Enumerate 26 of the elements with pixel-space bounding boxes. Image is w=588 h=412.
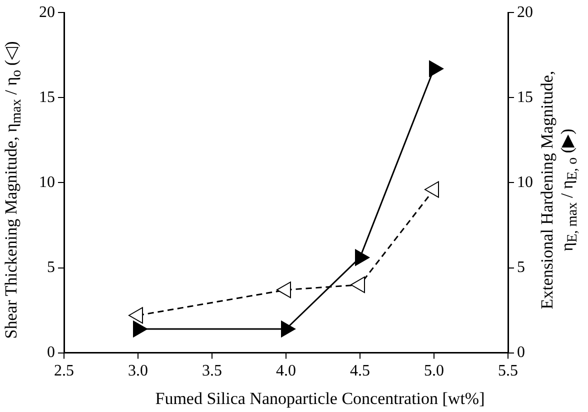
y-tick-label: 10 — [39, 174, 55, 191]
point — [424, 181, 439, 198]
x-tick-label: 2.5 — [54, 362, 74, 380]
y2-tick-label: 10 — [517, 174, 533, 191]
x-tick-label: 3.5 — [202, 362, 222, 380]
x-tick-label: 3.0 — [128, 362, 148, 380]
y-tick-label: 5 — [47, 258, 55, 276]
y-tick-label: 0 — [47, 344, 55, 362]
x-tick-label: 4.5 — [350, 362, 370, 380]
y2-tick-label: 15 — [517, 88, 533, 106]
point — [128, 307, 143, 324]
y2-tick-label: 0 — [517, 344, 525, 362]
x-tick-label: 4.0 — [276, 362, 296, 380]
point — [429, 60, 444, 78]
point — [281, 320, 296, 338]
point — [355, 249, 370, 266]
x-tick-label: 5.0 — [424, 362, 444, 380]
point — [350, 276, 365, 294]
point — [276, 282, 291, 298]
point — [133, 320, 148, 338]
y-tick-label: 20 — [39, 4, 55, 21]
x-tick-label: 5.5 — [498, 362, 518, 380]
y2-tick-label: 5 — [517, 258, 525, 276]
x-axis-title: Fumed Silica Nanoparticle Concentration [wt%] — [154, 389, 486, 409]
y-tick-label: 15 — [39, 88, 55, 106]
y2-tick-label: 20 — [517, 4, 533, 21]
